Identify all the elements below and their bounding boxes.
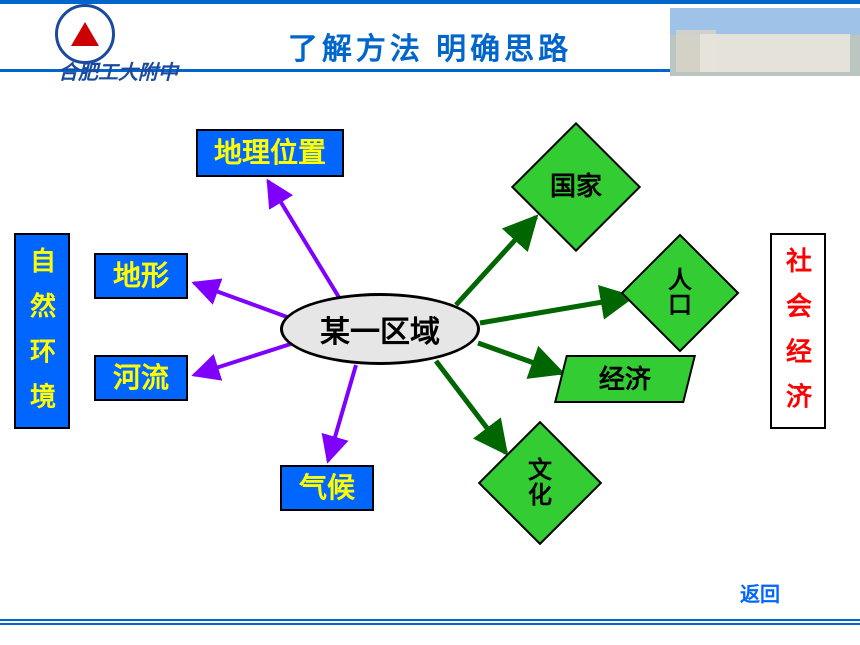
left-category-box: 自 然 环 境	[14, 233, 70, 429]
center-node-label: 某一区域	[320, 307, 440, 351]
node-culture: 文 化	[496, 439, 584, 527]
center-node: 某一区域	[280, 293, 480, 365]
back-link[interactable]: 返回	[740, 578, 780, 607]
emblem-sail-icon	[71, 22, 99, 46]
right-category-label: 社 会 经 济	[780, 247, 817, 415]
node-country: 国家	[530, 141, 622, 233]
left-category-label: 自 然 环 境	[24, 247, 61, 415]
node-climate: 气候	[280, 465, 374, 511]
campus-photo	[670, 8, 860, 76]
page-title: 了解方法 明确思路	[288, 24, 572, 68]
header: 合肥工大附中 了解方法 明确思路	[0, 4, 860, 72]
node-terrain: 地形	[94, 253, 188, 299]
node-population: 人 口	[638, 251, 722, 335]
node-geo-location: 地理位置	[196, 129, 344, 177]
node-economy: 经济	[554, 355, 696, 403]
emblem-circle	[55, 4, 115, 64]
footer-divider	[0, 619, 860, 625]
school-emblem: 合肥工大附中	[40, 4, 130, 74]
right-category-box: 社 会 经 济	[770, 233, 826, 429]
diagram-canvas: 自 然 环 境 社 会 经 济 某一区域 地理位置 地形 河流 气候 国家 人 …	[0, 75, 860, 620]
node-river: 河流	[94, 355, 188, 401]
